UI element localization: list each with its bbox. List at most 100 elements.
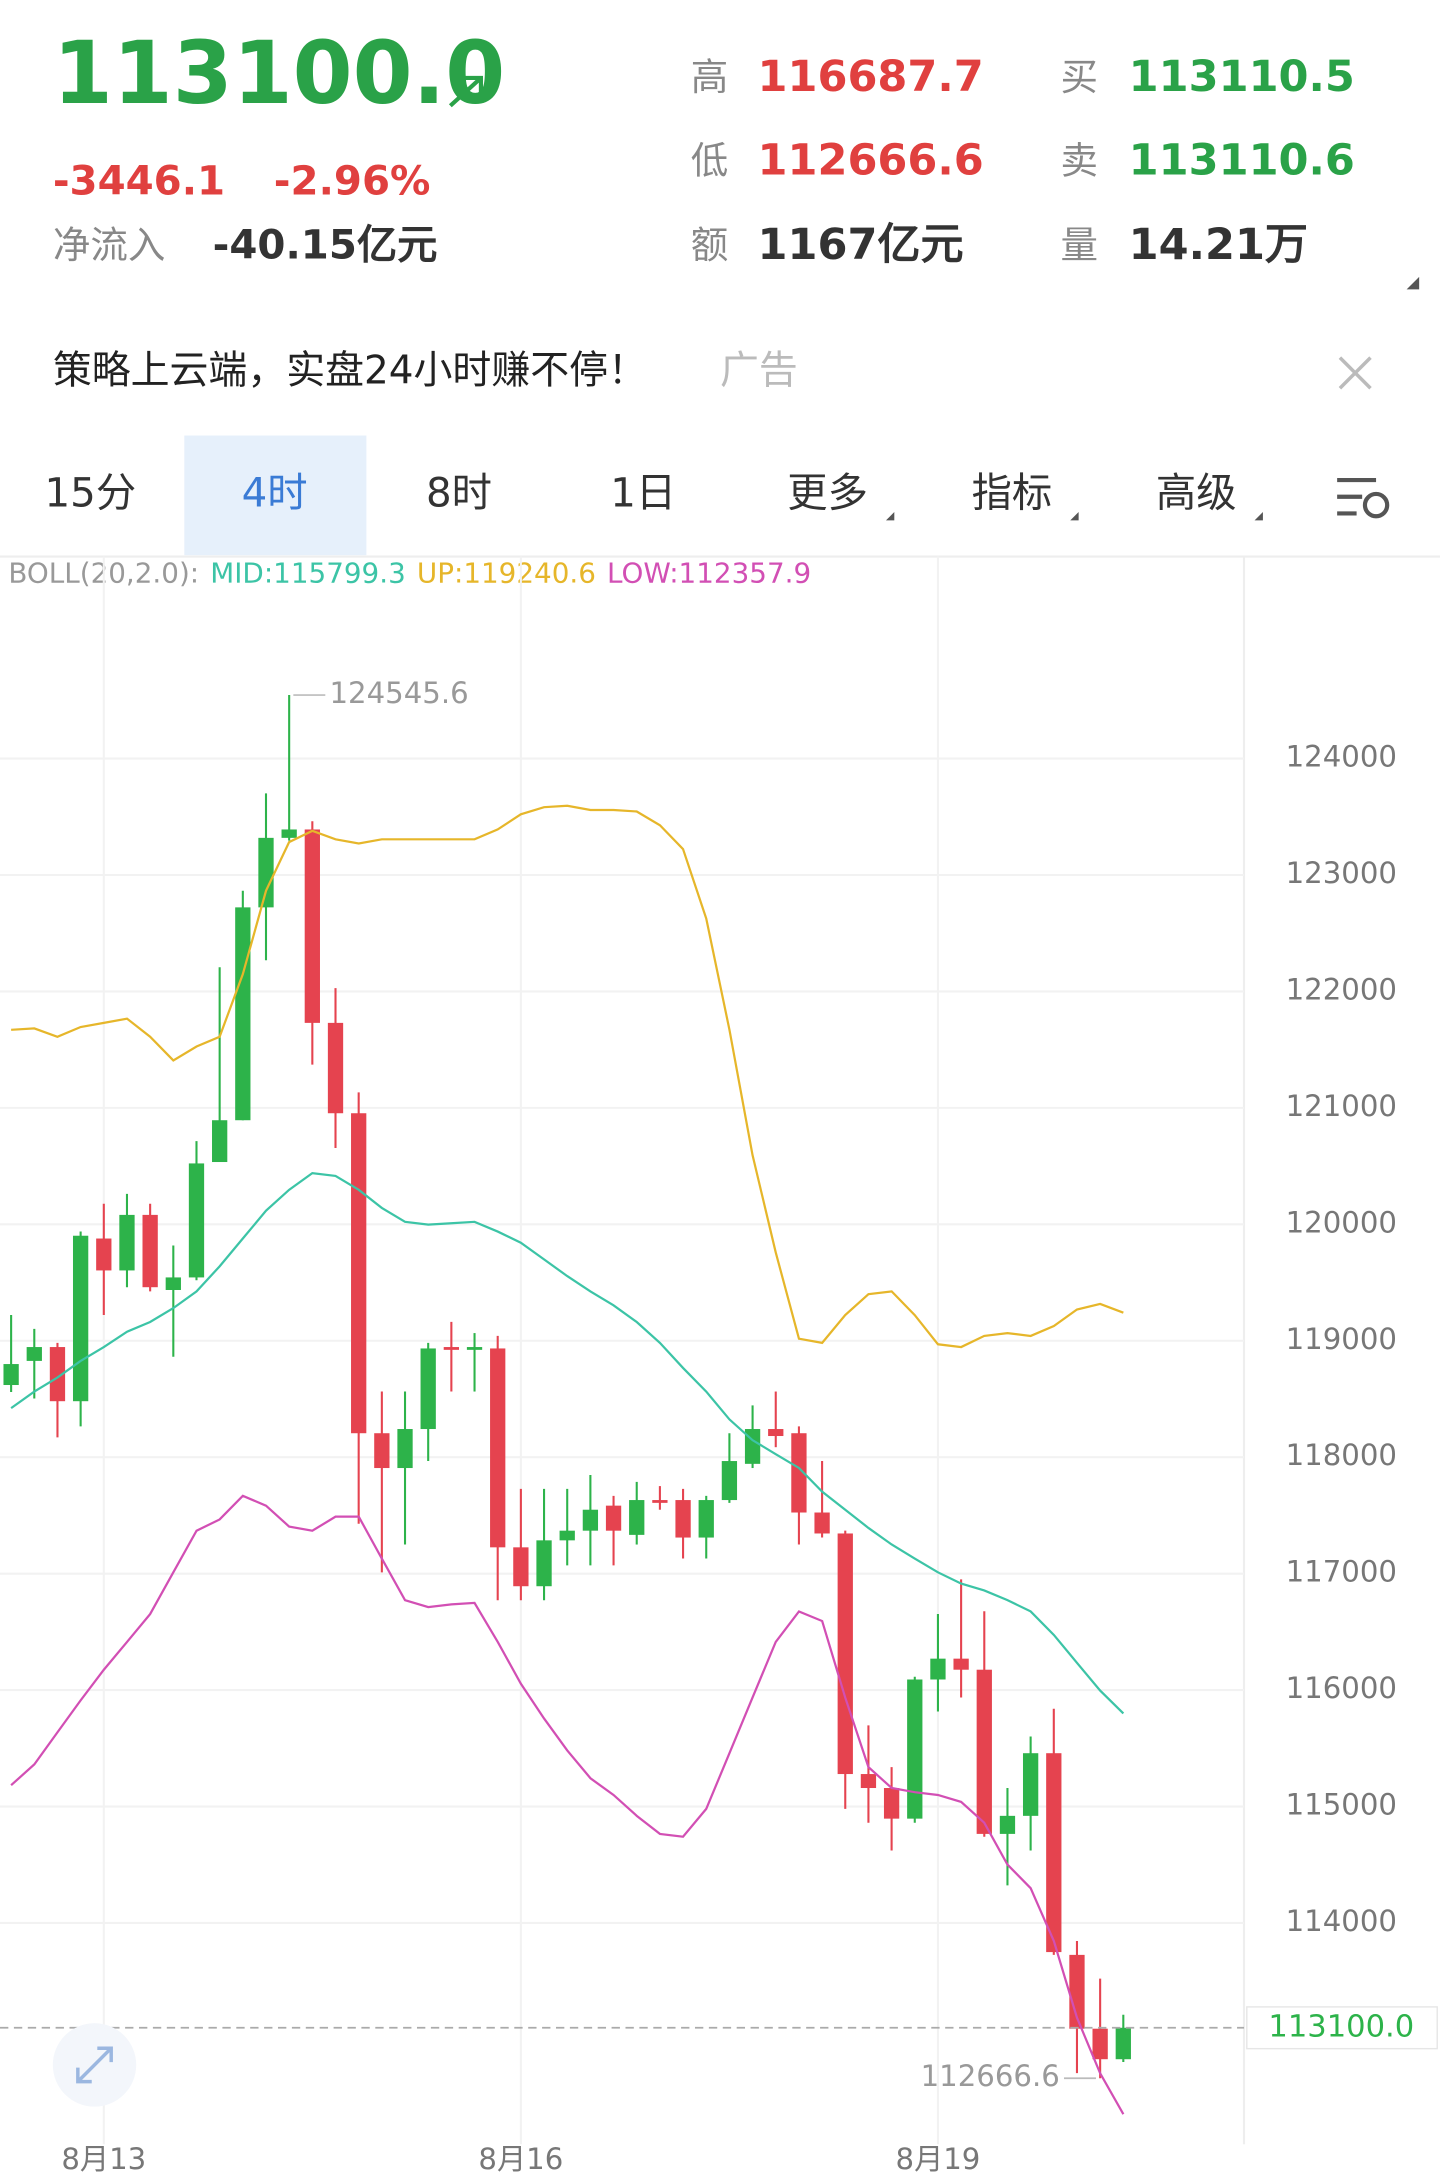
dropdown-caret [1070, 512, 1079, 521]
net-inflow: -40.15亿元 [213, 222, 438, 269]
candle-body [721, 1461, 738, 1501]
candle-body [1069, 1954, 1085, 2029]
fullscreen-button[interactable] [52, 2023, 137, 2107]
tabs: 15分 4时 8时 1日 更多 指标 高级 [45, 435, 1263, 556]
net-inflow-label: 净流入 [53, 223, 166, 267]
tab[interactable]: 高级 [1156, 469, 1237, 516]
x-tick-label: 8月16 [478, 2142, 563, 2176]
stat-label: 额 [691, 223, 729, 267]
candle-body [605, 1505, 622, 1531]
x-tick-label: 8月13 [61, 2142, 146, 2176]
candle-body [675, 1500, 691, 1538]
candle-body [72, 1235, 89, 1402]
candle-body [351, 1113, 367, 1434]
candle-body [814, 1512, 830, 1534]
y-tick-label: 122000 [1286, 972, 1397, 1006]
candle-body [119, 1214, 135, 1271]
candle-body [999, 1815, 1016, 1834]
tab[interactable]: 1日 [610, 469, 676, 516]
candle-body [582, 1509, 599, 1531]
stat-value: 112666.6 [758, 135, 984, 185]
price: 113100.0 [53, 24, 505, 124]
candle-body [49, 1347, 66, 1402]
legend: BOLL(20,2.0): MID:115799.3 UP:119240.6 LOW:… [8, 557, 811, 590]
y-tick-label: 123000 [1286, 856, 1397, 890]
settings-icon[interactable] [1337, 477, 1390, 519]
candle-body [907, 1679, 923, 1819]
candle-body [490, 1348, 506, 1548]
ad-text[interactable]: 策略上云端，实盘24小时赚不停！ [53, 348, 647, 393]
candle-body [930, 1658, 946, 1680]
y-tick-label: 117000 [1286, 1555, 1397, 1589]
candle-body [165, 1277, 181, 1290]
y-tick-label: 115000 [1286, 1788, 1397, 1822]
tab[interactable]: 8时 [426, 469, 492, 516]
candle-body [258, 837, 274, 908]
tab-highlight [184, 435, 367, 556]
indicator-line [10, 1171, 1125, 1715]
chart: 114000 115000 116000 117000 118000 119000 1200… [0, 556, 1438, 2176]
up-arrow-icon [448, 75, 484, 108]
stat-label: 高 [691, 55, 729, 99]
candle-body [1046, 1753, 1062, 1953]
stat-value: 113110.5 [1129, 52, 1355, 102]
ad-tag: 广告 [720, 348, 798, 393]
candle-body [466, 1347, 483, 1350]
indicator-line [10, 1494, 1125, 2115]
y-tick-label: 121000 [1286, 1089, 1397, 1123]
dropdown-caret [1254, 512, 1263, 521]
legend-entry: LOW:112357.9 [607, 557, 811, 590]
candle-body [652, 1500, 668, 1503]
candle-body [142, 1214, 158, 1288]
candle-body [976, 1669, 992, 1834]
stat-value: 116687.7 [758, 52, 984, 102]
candle-body [420, 1348, 436, 1430]
candle-body [629, 1500, 645, 1535]
stat-label: 卖 [1061, 138, 1099, 182]
x-tick-label: 8月19 [896, 2142, 981, 2176]
candle-body [1092, 2028, 1108, 2060]
y-tick-label: 120000 [1286, 1205, 1397, 1239]
candle-body [536, 1540, 552, 1587]
candle-body [327, 1022, 344, 1114]
candle-body [953, 1658, 969, 1670]
candle-body [768, 1429, 784, 1437]
candle-body [281, 829, 297, 838]
candle-body [235, 907, 251, 1121]
candle-body [3, 1364, 19, 1386]
tab[interactable]: 更多 [787, 469, 868, 516]
dropdown-caret [885, 512, 895, 521]
stat-label: 量 [1061, 223, 1099, 267]
last-price-box [1246, 2006, 1438, 2050]
candle-body [698, 1500, 714, 1538]
candle-body [397, 1429, 413, 1469]
candle-body [374, 1433, 390, 1469]
indicator-line [11, 804, 1124, 1349]
candle-body [304, 829, 320, 1023]
tab[interactable]: 15分 [45, 469, 137, 516]
tab[interactable]: 指标 [972, 469, 1053, 516]
legend-entry: MID:115799.3 [210, 557, 405, 590]
candle-body [559, 1530, 575, 1541]
candle-body [188, 1163, 205, 1278]
legend-entry: UP:119240.6 [417, 557, 596, 590]
y-tick-label: 119000 [1286, 1322, 1397, 1356]
candle-body [96, 1238, 112, 1271]
y-tick-label: 114000 [1286, 1904, 1397, 1938]
close-icon[interactable] [1338, 356, 1372, 390]
stat-value: 14.21万 [1129, 220, 1308, 270]
y-tick-label: 116000 [1286, 1671, 1397, 1705]
y-tick-label: 124000 [1286, 740, 1397, 774]
candle-body [837, 1533, 853, 1775]
expand-corner-icon[interactable] [1406, 276, 1420, 290]
y-tick-label: 118000 [1286, 1438, 1397, 1472]
last-price-label: 113100.0 [1268, 2009, 1414, 2044]
candle-body [791, 1433, 807, 1513]
candle-body [860, 1774, 877, 1789]
change: -3446.1 [53, 158, 225, 205]
tab[interactable]: 4时 [242, 469, 308, 516]
candle-body [443, 1347, 460, 1350]
candle-body [513, 1547, 529, 1587]
